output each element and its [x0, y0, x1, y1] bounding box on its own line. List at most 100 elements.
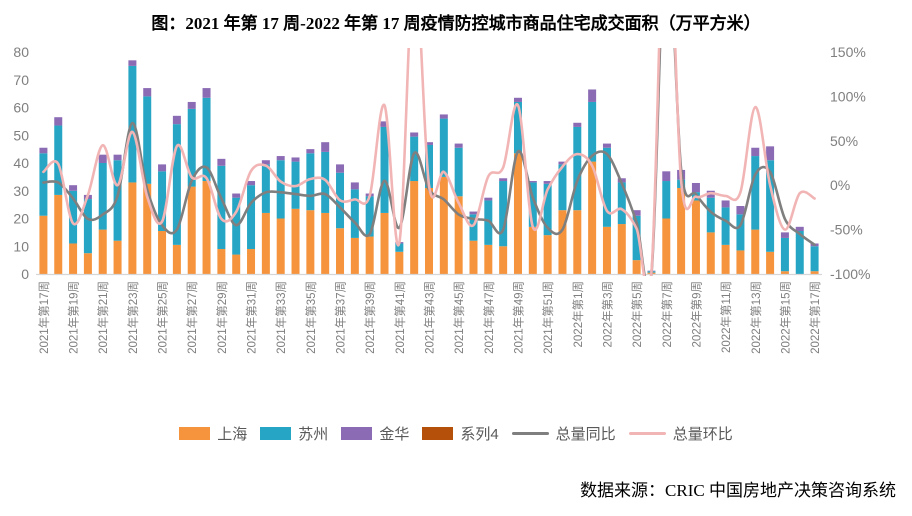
bar-segment-suzhou	[113, 160, 122, 241]
bar-segment-jinhua	[795, 226, 804, 231]
legend-label: 金华	[379, 426, 410, 443]
bar-segment-shanghai	[217, 249, 226, 274]
bar-segment-shanghai	[202, 181, 211, 274]
legend-item-suzhou: 苏州	[260, 423, 328, 444]
x-axis-tick-label: 2021年第17周	[37, 281, 51, 354]
x-axis-tick-label: 2021年第47周	[482, 281, 496, 354]
bar-segment-suzhou	[247, 185, 256, 250]
bar-segment-shanghai	[143, 183, 152, 274]
bar-segment-suzhou	[69, 190, 78, 244]
left-axis-ticks: 0 10 20 30 40 50 60 70 80	[13, 44, 29, 282]
bar-segment-jinhua	[202, 88, 211, 98]
bar-segment-jinhua	[721, 200, 730, 208]
bar-segment-jinhua	[751, 147, 760, 157]
legend-label: 系列4	[460, 426, 499, 443]
bar-segment-jinhua	[602, 143, 611, 148]
bar-segment-shanghai	[469, 240, 478, 274]
bar-segment-suzhou	[321, 151, 330, 213]
bar-segment-jinhua	[247, 181, 256, 186]
bar-segment-suzhou	[261, 164, 270, 213]
line-wow	[42, 48, 816, 276]
bar-segment-shanghai	[484, 244, 493, 274]
bar-segment-shanghai	[83, 253, 92, 274]
bar-segment-jinhua	[528, 181, 537, 183]
bar-segment-shanghai	[602, 226, 611, 274]
bar-segment-jinhua	[766, 146, 775, 161]
bar-segment-shanghai	[721, 244, 730, 274]
y2-axis-tick-label: 100%	[830, 88, 866, 104]
bar-segment-shanghai	[425, 187, 433, 274]
legend-item-yoy: 总量同比	[511, 423, 616, 444]
bar-segment-jinhua	[336, 164, 345, 173]
bar-segment-jinhua	[39, 147, 48, 154]
y2-axis-tick-label: 150%	[830, 44, 866, 60]
bar-segment-shanghai	[662, 218, 671, 274]
x-axis-tick-label: 2021年第39周	[363, 281, 377, 354]
x-axis-tick-label: 2022年第11周	[719, 281, 733, 353]
x-axis-tick-label: 2022年第15周	[778, 281, 792, 354]
bar-segment-suzhou	[810, 246, 819, 272]
legend-item-shanghai: 上海	[179, 423, 247, 444]
x-axis-tick-label: 2022年第1周	[571, 281, 585, 347]
bar-segment-shanghai	[98, 229, 107, 274]
x-axis-tick-label: 2022年第7周	[660, 281, 674, 347]
bar-segment-suzhou	[558, 164, 567, 211]
bar-segment-jinhua	[113, 154, 122, 161]
x-axis-tick-label: 2021年第51周	[541, 281, 555, 354]
bar-segment-jinhua	[172, 115, 181, 125]
bar-segment-shanghai	[766, 251, 775, 274]
y-axis-tick-label: 60	[13, 100, 29, 116]
legend-label: 苏州	[298, 426, 329, 443]
x-axis-tick-label: 2021年第31周	[245, 281, 259, 354]
bar-segment-jinhua	[484, 197, 493, 201]
bar-segment-jinhua	[217, 158, 226, 166]
bar-segment-suzhou	[83, 199, 92, 254]
right-axis-ticks: -100% -50% 0% 50% 100% 150%	[830, 44, 870, 282]
bar-segment-suzhou	[306, 153, 315, 211]
bar-segment-shanghai	[810, 271, 819, 274]
y-axis-tick-label: 30	[13, 183, 29, 199]
bar-segment-suzhou	[276, 160, 285, 219]
bar-segment-suzhou	[543, 183, 552, 236]
bar-segment-shanghai	[321, 212, 330, 274]
legend-item-jinhua: 金华	[341, 423, 409, 444]
y-axis-tick-label: 40	[13, 155, 29, 171]
bar-segment-shanghai	[128, 182, 137, 274]
bar-segment-suzhou	[425, 144, 433, 188]
y-axis-tick-label: 10	[13, 238, 29, 254]
bar-segment-jinhua	[410, 132, 419, 137]
bar-segment-shanghai	[69, 243, 78, 274]
y-axis-tick-label: 50	[13, 127, 29, 143]
bar-segment-shanghai	[751, 229, 760, 274]
bar-segment-jinhua	[321, 142, 330, 152]
bar-segment-shanghai	[677, 187, 686, 274]
bar-segment-suzhou	[617, 182, 626, 225]
bar-segment-jinhua	[350, 182, 359, 190]
legend-item-series4: 系列4	[422, 423, 499, 444]
bar-segment-shanghai	[691, 200, 700, 274]
bar-segment-shanghai	[513, 153, 522, 274]
x-axis-tick-label: 2021年第49周	[511, 281, 525, 354]
legend-item-wow: 总量环比	[628, 423, 733, 444]
bar-segment-suzhou	[202, 97, 211, 182]
bar-segment-jinhua	[261, 160, 270, 165]
bar-segment-jinhua	[54, 117, 63, 126]
bar-segment-jinhua	[632, 210, 641, 216]
bar-segment-suzhou	[439, 118, 448, 177]
bar-segment-jinhua	[469, 211, 478, 215]
bar-segment-jinhua	[736, 206, 745, 215]
jinhua-swatch-icon	[341, 427, 373, 440]
bar-segment-shanghai	[187, 186, 196, 274]
bar-segment-suzhou	[158, 171, 167, 231]
x-axis-tick-label: 2021年第21周	[96, 281, 110, 354]
chart-legend: 上海 苏州 金华 系列4 总量同比 总量环比	[0, 423, 912, 444]
bar-segment-shanghai	[336, 228, 345, 274]
y-axis-tick-label: 70	[13, 72, 29, 88]
bar-segment-suzhou	[395, 243, 404, 252]
x-axis-tick-label: 2022年第3周	[600, 281, 614, 347]
bar-segment-shanghai	[158, 230, 167, 274]
bar-segment-jinhua	[558, 161, 567, 165]
bar-segment-shanghai	[588, 161, 597, 274]
bar-segment-shanghai	[395, 251, 404, 274]
bar-segment-suzhou	[766, 160, 775, 252]
